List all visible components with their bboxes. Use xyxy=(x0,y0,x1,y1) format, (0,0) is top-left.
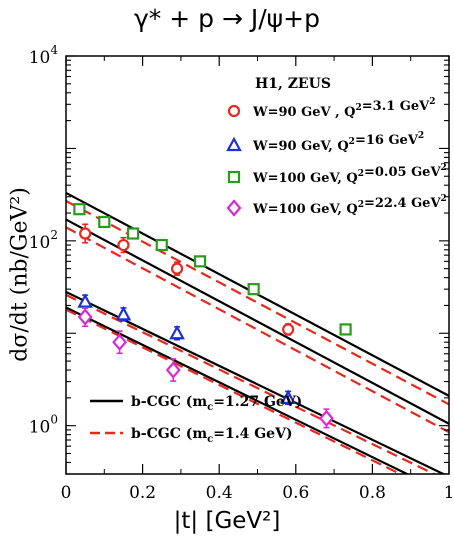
data-point xyxy=(117,238,130,252)
data-point xyxy=(170,262,184,275)
legend-line-label: b-CGC (mc=1.27 GeV) xyxy=(131,394,302,413)
model-curve-solid xyxy=(66,290,446,474)
model-curve-dashed xyxy=(66,226,449,434)
legend-marker xyxy=(226,136,242,152)
data-point xyxy=(193,255,207,268)
model-curve-dashed xyxy=(66,200,449,406)
model-curve-dashed xyxy=(66,293,437,474)
y-tick-label: 100 xyxy=(29,413,58,438)
x-tick-label: 0.4 xyxy=(206,483,233,503)
axes: 0 0.2 0.4 0.6 0.8 1 100 102 104 xyxy=(29,43,454,503)
x-axis-label: |t| [GeV²] xyxy=(173,508,281,534)
model-curve-solid xyxy=(66,306,410,474)
legend-marker xyxy=(226,199,242,217)
data-point xyxy=(77,308,93,326)
model-curve-dashed xyxy=(66,308,403,474)
x-tick-label: 0 xyxy=(61,483,72,503)
data-point xyxy=(247,283,260,296)
data-point xyxy=(98,215,111,229)
legend: H1, ZEUS W=90 GeV , Q2=3.1 GeV2 W=90 GeV, … xyxy=(90,76,447,445)
data-point xyxy=(280,389,296,404)
x-tick-label: 1 xyxy=(444,483,454,503)
data-point xyxy=(77,293,94,308)
legend-marker xyxy=(227,104,241,118)
chart-title: γ* + p → J/ψ+p xyxy=(134,4,320,33)
data-point xyxy=(318,409,334,428)
data-point xyxy=(73,203,86,216)
data-point xyxy=(165,361,181,379)
data-points xyxy=(73,203,352,429)
data-point xyxy=(112,333,128,351)
legend-line-label: b-CGC (mc=1.4 GeV) xyxy=(131,426,293,445)
x-tick-label: 0.6 xyxy=(282,483,309,503)
model-curve-solid xyxy=(66,218,449,425)
legend-label: W=100 GeV, Q2=22.4 GeV2 xyxy=(252,194,447,217)
data-point xyxy=(339,323,352,336)
data-point xyxy=(155,238,168,252)
legend-title: H1, ZEUS xyxy=(255,76,331,92)
legend-marker xyxy=(227,170,241,184)
data-point xyxy=(169,324,185,340)
legend-label: W=100 GeV, Q2=0.05 GeV2 xyxy=(252,163,447,186)
data-point xyxy=(126,227,140,240)
legend-label: W=90 GeV, Q2=16 GeV2 xyxy=(252,131,424,154)
y-tick-label: 102 xyxy=(29,228,58,253)
data-point xyxy=(115,306,132,321)
x-tick-label: 0.2 xyxy=(129,483,156,503)
data-point xyxy=(79,227,92,240)
x-tick-label: 0.8 xyxy=(359,483,386,503)
legend-label: W=90 GeV , Q2=3.1 GeV2 xyxy=(252,97,436,120)
y-tick-label: 104 xyxy=(29,43,59,68)
data-point xyxy=(282,323,295,336)
